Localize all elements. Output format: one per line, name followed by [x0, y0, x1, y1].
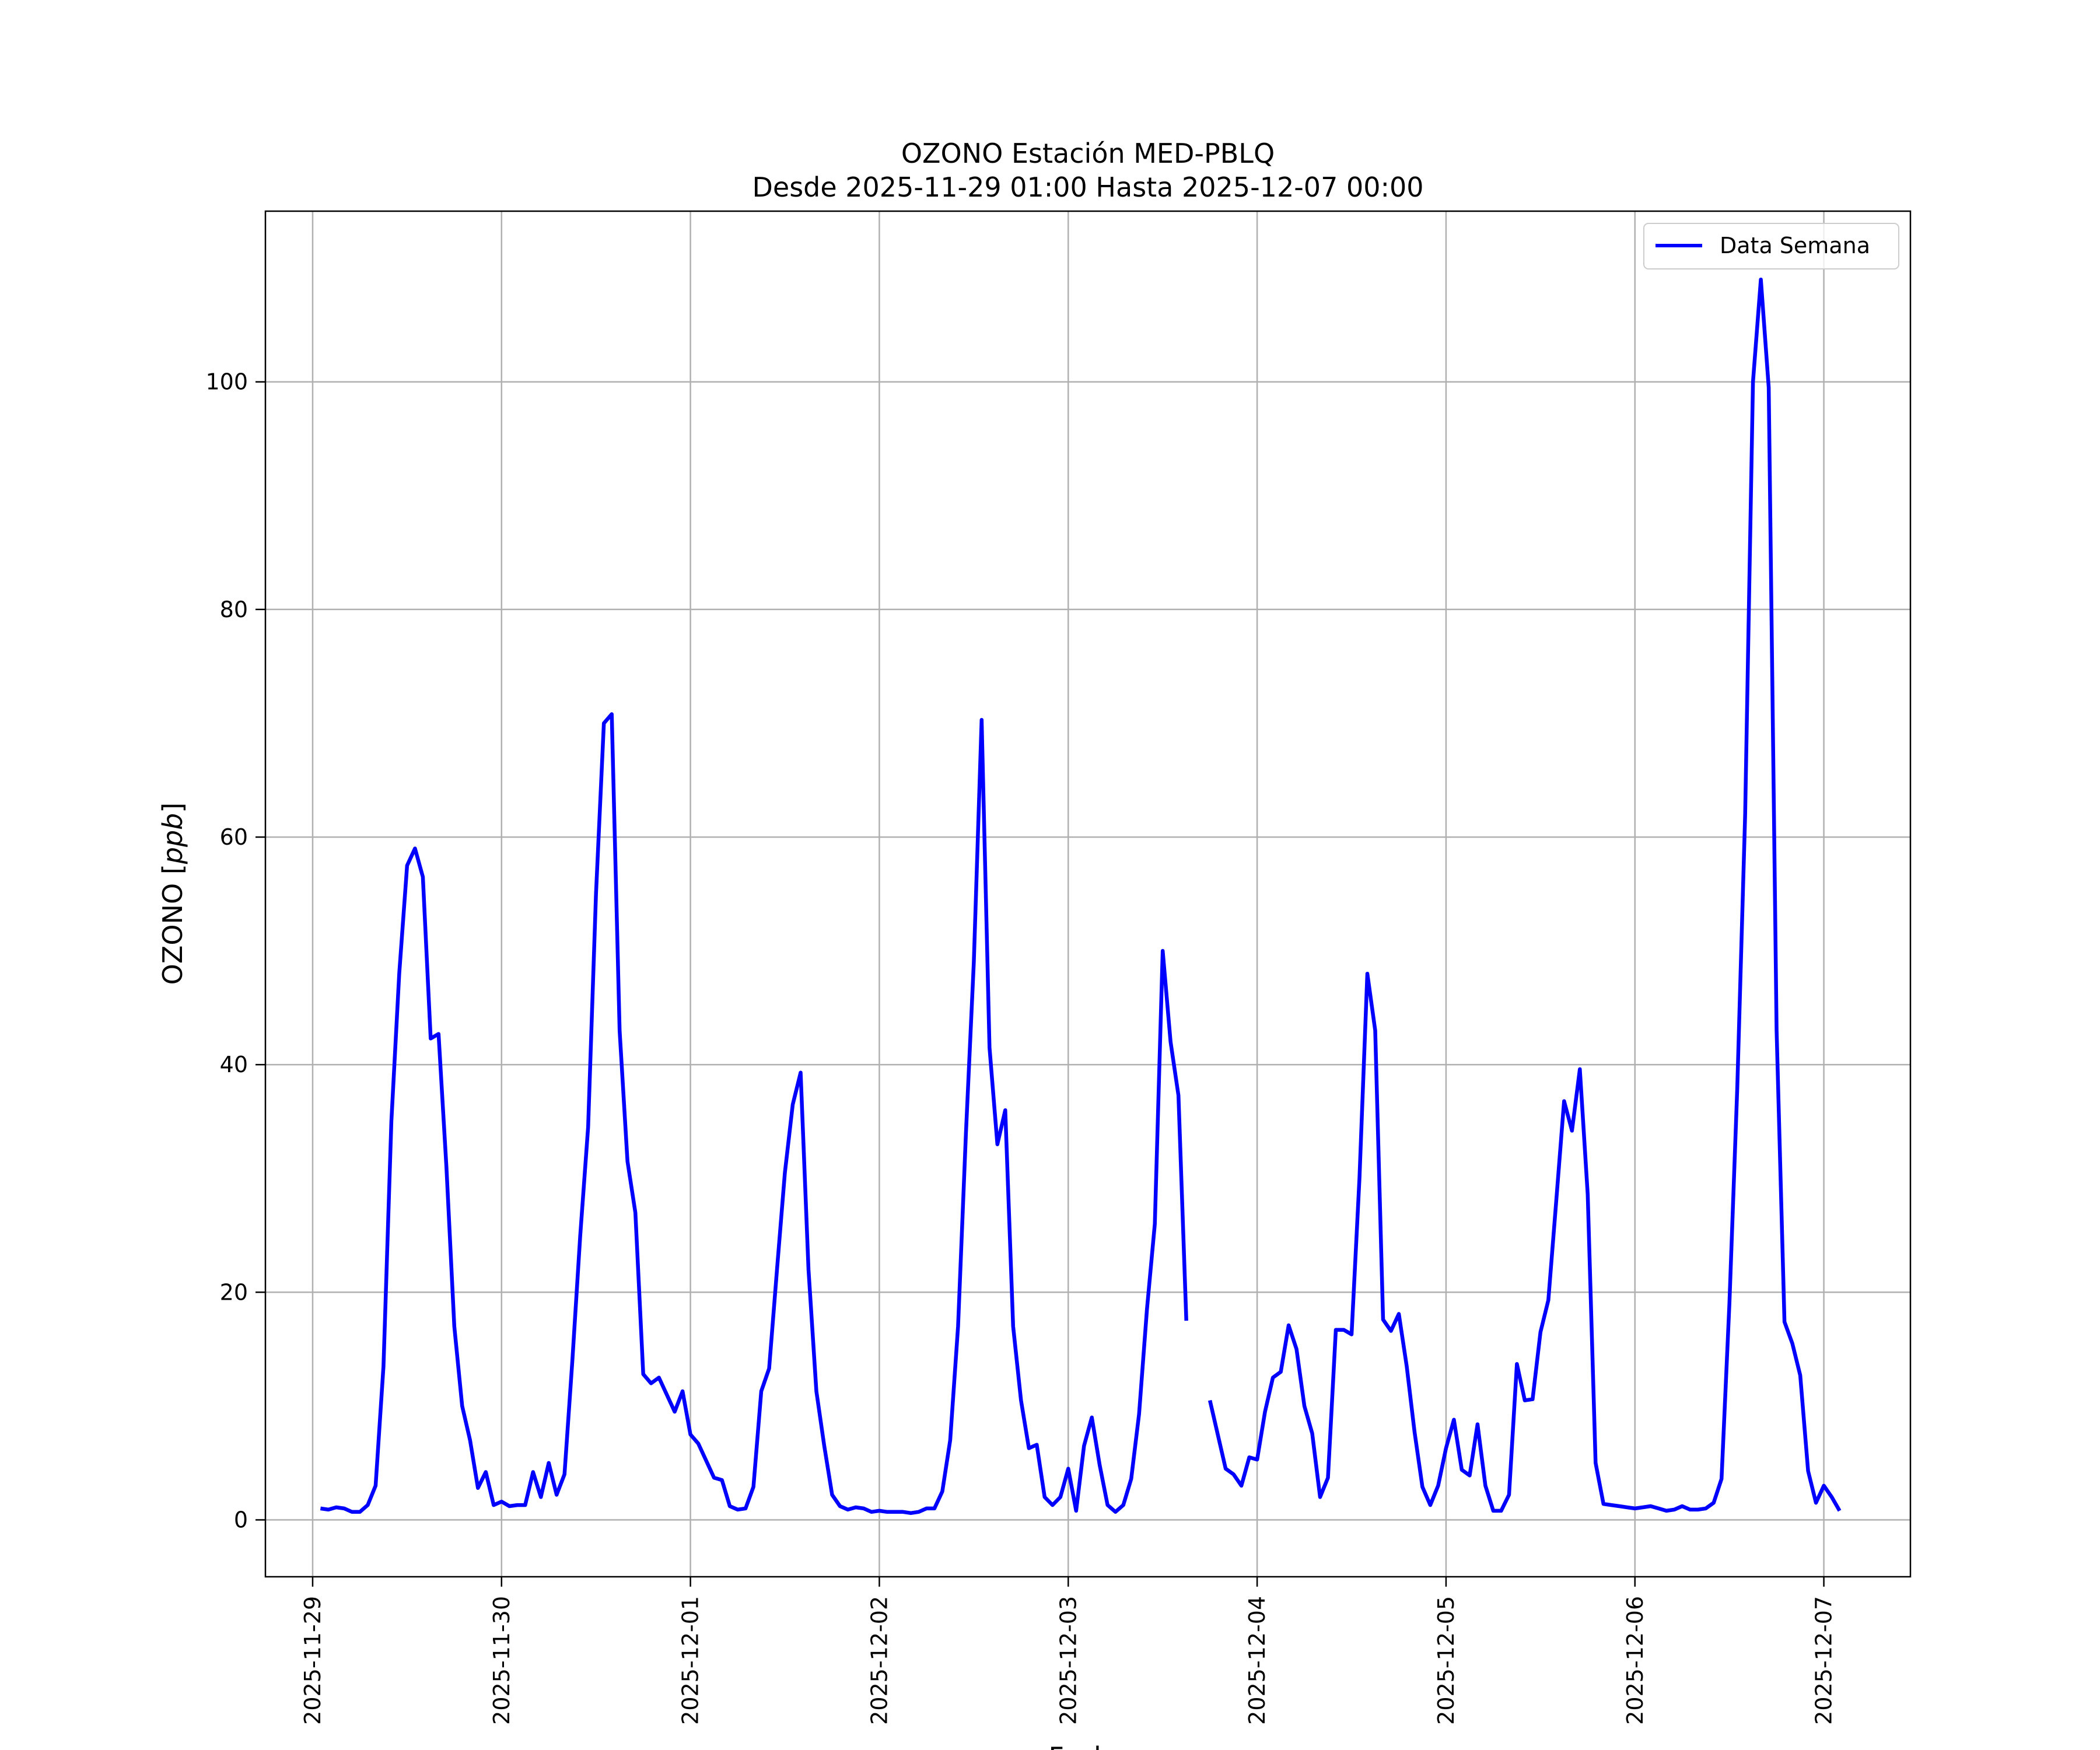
y-tick-label: 20: [220, 1279, 248, 1305]
y-axis-label-unit: ppb: [157, 813, 188, 865]
x-tick-label: 2025-12-06: [1622, 1596, 1648, 1725]
x-tick-label: 2025-12-05: [1433, 1596, 1459, 1725]
series-layer: [320, 277, 1842, 1516]
y-tick-label: 100: [205, 369, 248, 395]
chart-title: OZONO Estación MED-PBLQ: [901, 138, 1275, 169]
y-axis-label-prefix: OZONO [: [157, 864, 188, 985]
series-line-data-semana: [320, 277, 1842, 1516]
y-axis-label: OZONO [ppb]: [157, 803, 188, 985]
chart-subtitle: Desde 2025-11-29 01:00 Hasta 2025-12-07 …: [752, 172, 1423, 203]
legend-box: [1643, 223, 1899, 270]
x-tick-label: 2025-11-30: [489, 1596, 514, 1725]
x-tick-label: 2025-12-04: [1244, 1596, 1270, 1725]
legend-label-data-semana: Data Semana: [1720, 233, 1870, 258]
grid: [265, 211, 1910, 1577]
plot-frame: [264, 210, 1912, 1578]
x-axis-ticks: 2025-11-29 2025-11-30 2025-12-01 2025-12-02…: [300, 1577, 1837, 1725]
legend: Data Semana: [1643, 223, 1899, 270]
x-tick-label: 2025-12-03: [1055, 1596, 1081, 1725]
x-tick-label: 2025-12-07: [1811, 1596, 1837, 1725]
y-axis-label-suffix: ]: [157, 803, 188, 813]
x-tick-label: 2025-12-02: [866, 1596, 892, 1725]
y-tick-label: 0: [234, 1507, 248, 1532]
y-tick-label: 60: [220, 824, 248, 850]
plot-area: [265, 211, 1910, 1577]
y-axis-ticks: 0 20 40 60 80 100: [205, 369, 265, 1532]
x-tick-label: 2025-11-29: [300, 1596, 326, 1725]
y-tick-label: 40: [220, 1052, 248, 1077]
x-axis-label: Fecha: [1049, 1741, 1128, 1750]
y-tick-label: 80: [220, 597, 248, 622]
x-tick-label: 2025-12-01: [678, 1596, 704, 1725]
